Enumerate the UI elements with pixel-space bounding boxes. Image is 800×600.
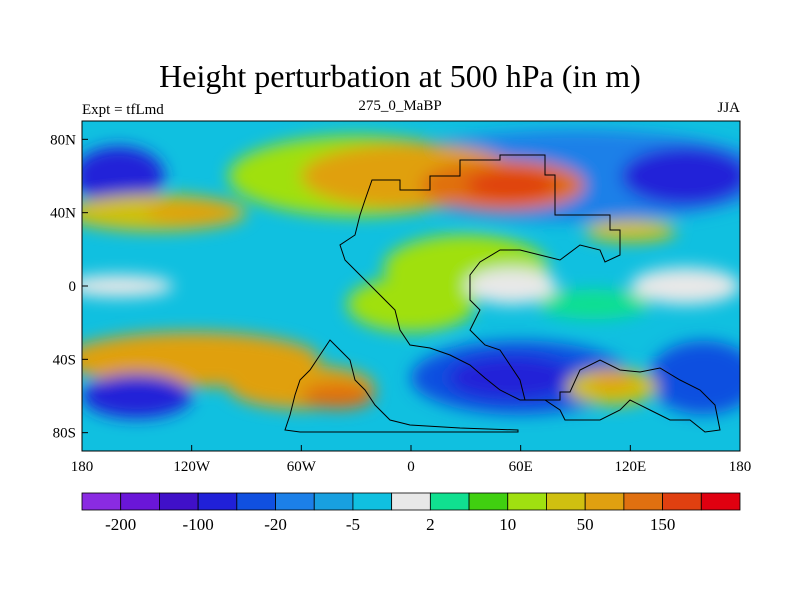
y-tick-label-2: 0 bbox=[69, 279, 77, 295]
colorbar-swatch-15 bbox=[662, 492, 702, 511]
y-tick-label-4: 80S bbox=[53, 426, 76, 442]
axis-ticks: 180 120W 60W 0 60E 120E 180 80N 40N 0 40S 80S bbox=[50, 132, 751, 475]
colorbar-label-6: 50 bbox=[577, 515, 594, 534]
colorbar-swatch-12 bbox=[546, 492, 586, 511]
colorbar-label-0: -200 bbox=[105, 515, 136, 534]
colorbar-swatch-0 bbox=[81, 492, 122, 511]
field-region-21 bbox=[447, 355, 576, 400]
field-region-4 bbox=[465, 170, 558, 200]
colorbar-swatch-16 bbox=[700, 492, 741, 511]
colorbar-swatch-7 bbox=[352, 492, 393, 511]
field-region-14 bbox=[630, 267, 740, 305]
colorbar-swatch-8 bbox=[391, 492, 431, 511]
field-region-8 bbox=[145, 201, 238, 224]
field-region-13 bbox=[538, 289, 649, 320]
y-tick-label-1: 40N bbox=[50, 206, 76, 222]
period-label: 275_0_MaBP bbox=[358, 98, 442, 114]
colorbar-swatch-2 bbox=[159, 492, 199, 511]
y-tick-label-3: 40S bbox=[53, 352, 76, 368]
x-tick-label-3: 0 bbox=[407, 459, 415, 475]
colorbar-label-3: -5 bbox=[346, 515, 360, 534]
height-field bbox=[82, 130, 740, 418]
plot-area bbox=[82, 121, 740, 451]
colorbar: -200 -100 -20 -5 2 10 50 150 bbox=[81, 492, 741, 534]
x-tick-label-2: 60W bbox=[287, 459, 317, 475]
y-tick-label-0: 80N bbox=[50, 132, 76, 148]
field-region-12 bbox=[465, 267, 558, 305]
continent-outline bbox=[339, 154, 721, 433]
colorbar-label-4: 2 bbox=[426, 515, 435, 534]
field-region-11 bbox=[347, 276, 475, 332]
colorbar-label-1: -100 bbox=[183, 515, 214, 534]
colorbar-label-7: 150 bbox=[650, 515, 676, 534]
field-region-9 bbox=[584, 220, 677, 242]
x-tick-label-1: 120W bbox=[173, 459, 211, 475]
field-region-6 bbox=[82, 146, 165, 206]
colorbar-swatch-6 bbox=[313, 492, 354, 511]
x-tick-label-4: 60E bbox=[509, 459, 533, 475]
colorbar-swatch-13 bbox=[584, 492, 625, 511]
colorbar-swatch-9 bbox=[429, 492, 470, 511]
season-label: JJA bbox=[717, 100, 740, 116]
experiment-label: Expt = tfLmd bbox=[82, 102, 164, 118]
colorbar-swatch-3 bbox=[197, 492, 238, 511]
field-region-15 bbox=[82, 275, 174, 297]
colorbar-swatch-11 bbox=[507, 492, 547, 511]
x-tick-label-5: 120E bbox=[614, 459, 646, 475]
colorbar-swatch-10 bbox=[468, 492, 509, 511]
field-region-19 bbox=[82, 374, 192, 418]
colorbar-label-5: 10 bbox=[499, 515, 516, 534]
field-region-22 bbox=[648, 341, 740, 415]
chart-title: Height perturbation at 500 hPa (in m) bbox=[159, 58, 641, 94]
colorbar-swatch-5 bbox=[275, 492, 315, 511]
colorbar-swatch-1 bbox=[120, 492, 160, 511]
field-region-24 bbox=[590, 372, 634, 391]
field-region-5 bbox=[621, 146, 740, 206]
colorbar-swatch-4 bbox=[236, 492, 276, 511]
field-region-18 bbox=[301, 383, 375, 409]
x-tick-label-0: 180 bbox=[71, 459, 94, 475]
colorbar-swatch-14 bbox=[623, 492, 663, 511]
southern-outline bbox=[284, 339, 519, 433]
x-tick-label-6: 180 bbox=[729, 459, 752, 475]
colorbar-label-2: -20 bbox=[264, 515, 287, 534]
